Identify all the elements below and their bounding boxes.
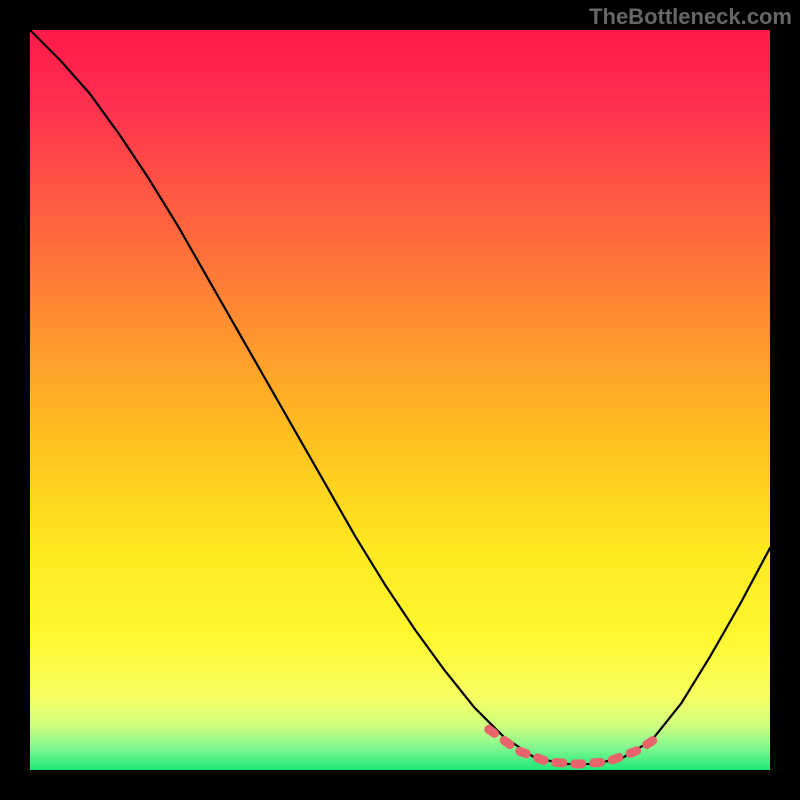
bottleneck-chart bbox=[0, 0, 800, 800]
plot-background bbox=[30, 30, 770, 770]
watermark-text: TheBottleneck.com bbox=[589, 4, 792, 30]
chart-stage: TheBottleneck.com bbox=[0, 0, 800, 800]
